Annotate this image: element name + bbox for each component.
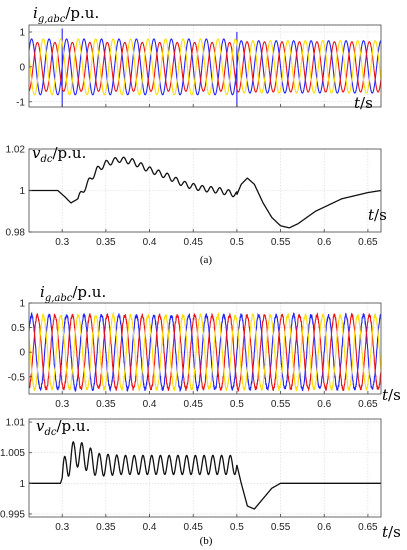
x-tick-label: 0.6 xyxy=(317,237,331,248)
y-axis-label: ig,abc/p.u. xyxy=(33,4,99,25)
x-label-main: t xyxy=(354,94,361,112)
y-tick-label: 1.01 xyxy=(6,418,26,429)
y-label-unit: /p.u. xyxy=(72,283,106,301)
y-label-subscript: dc xyxy=(40,154,52,165)
y-tick-label: -0.5 xyxy=(8,372,26,383)
x-label-unit: /s xyxy=(388,386,401,404)
y-tick-label: 1.005 xyxy=(0,448,25,459)
series-lines xyxy=(29,156,381,229)
y-tick-label: 1 xyxy=(19,186,25,197)
x-tick-label: 0.55 xyxy=(271,399,291,410)
panel-b-current-plot: -0.5 0 0.5 1 0.3 0.35 0.4 0.45 0.5 0.55 0.6 0.65 ig… xyxy=(8,283,401,410)
panel-a-current-plot: -1 0 1 ig,abc/p.u. t/s xyxy=(16,4,382,112)
y-tick-label: 1 xyxy=(19,27,25,38)
x-tick-label: 0.35 xyxy=(96,237,116,248)
grid xyxy=(29,148,381,233)
x-tick-label: 0.45 xyxy=(183,237,203,248)
series-lines xyxy=(29,28,381,107)
grid xyxy=(29,419,381,517)
panel-a-voltage-plot: 0.98 1 1.02 0.3 0.35 0.4 0.45 0.5 0.55 0.6 0.65 vd… xyxy=(6,144,387,248)
y-axis-label: ig,abc/p.u. xyxy=(40,283,106,304)
y-label-unit: /p.u. xyxy=(53,144,87,162)
x-tick-label: 0.6 xyxy=(317,399,331,410)
x-axis-label: t/s xyxy=(382,386,401,404)
y-tick-label: 0 xyxy=(19,62,25,73)
series-line xyxy=(29,441,381,510)
x-tick-label: 0.45 xyxy=(183,399,203,410)
panel-b-voltage-plot: 0.995 1 1.005 1.01 0.3 0.35 0.4 0.45 0.5 0.55 0.6 0… xyxy=(0,417,401,541)
series-line xyxy=(29,312,381,392)
y-tick-label: 1.02 xyxy=(6,145,26,156)
tick-labels: -0.5 0 0.5 1 0.3 0.35 0.4 0.45 0.5 0.55 0.6 0.65 xyxy=(8,299,378,411)
y-tick-label: 0.5 xyxy=(11,323,25,334)
y-label-main: i xyxy=(33,4,38,22)
x-tick-label: 0.3 xyxy=(55,237,69,248)
y-label-unit: /p.u. xyxy=(57,417,91,435)
x-tick-label: 0.5 xyxy=(230,522,244,533)
y-tick-label: 0.995 xyxy=(0,509,25,520)
x-tick-label: 0.35 xyxy=(96,399,116,410)
series-line xyxy=(29,311,381,393)
x-tick-label: 0.3 xyxy=(55,522,69,533)
tick-labels: 0.995 1 1.005 1.01 0.3 0.35 0.4 0.45 0.5 0.55 0.6 0… xyxy=(0,418,378,533)
y-tick-label: 1 xyxy=(19,299,25,310)
plot-frame xyxy=(28,302,382,395)
series-lines xyxy=(29,311,381,393)
y-label-main: i xyxy=(40,283,45,301)
x-tick-label: 0.35 xyxy=(96,522,116,533)
x-axis-label: t/s xyxy=(354,94,373,112)
y-label-subscript: g,abc xyxy=(38,14,66,25)
series-line xyxy=(29,41,381,93)
x-tick-label: 0.55 xyxy=(271,522,291,533)
x-label-unit: /s xyxy=(374,206,387,224)
tick-labels: -1 0 1 xyxy=(16,27,25,108)
x-tick-label: 0.4 xyxy=(143,237,157,248)
y-label-main: v xyxy=(32,144,41,162)
y-axis-label: vdc/p.u. xyxy=(32,144,86,165)
x-tick-label: 0.65 xyxy=(358,237,378,248)
axes xyxy=(28,24,382,108)
x-tick-label: 0.65 xyxy=(358,399,378,410)
x-label-main: t xyxy=(382,386,389,404)
axes xyxy=(28,302,382,395)
x-label-unit: /s xyxy=(388,523,401,541)
x-label-main: t xyxy=(368,206,375,224)
x-label-main: t xyxy=(382,523,389,541)
plot-frame xyxy=(28,418,382,518)
x-tick-label: 0.55 xyxy=(271,237,291,248)
y-tick-label: 0.98 xyxy=(6,228,26,239)
y-label-subscript: g,abc xyxy=(45,293,73,304)
y-label-main: v xyxy=(36,417,45,435)
x-axis-label: t/s xyxy=(382,523,401,541)
series-line xyxy=(29,156,381,229)
x-tick-label: 0.45 xyxy=(183,522,203,533)
caption-a: (a) xyxy=(200,254,213,266)
x-tick-label: 0.65 xyxy=(358,522,378,533)
caption-b: (b) xyxy=(200,535,213,547)
plot-frame xyxy=(28,24,382,108)
axes xyxy=(28,418,382,518)
tick-labels: 0.98 1 1.02 0.3 0.35 0.4 0.45 0.5 0.55 0.6 0.65 xyxy=(6,145,379,249)
series-lines xyxy=(29,441,381,510)
x-tick-label: 0.4 xyxy=(143,522,157,533)
axes xyxy=(28,148,382,233)
x-tick-label: 0.3 xyxy=(55,399,69,410)
x-tick-label: 0.5 xyxy=(230,399,244,410)
x-axis-label: t/s xyxy=(368,206,387,224)
series-line xyxy=(29,311,381,392)
x-label-unit: /s xyxy=(360,94,373,112)
x-tick-label: 0.6 xyxy=(317,522,331,533)
y-label-subscript: dc xyxy=(44,427,56,438)
y-tick-label: 1 xyxy=(19,479,25,490)
y-axis-label: vdc/p.u. xyxy=(36,417,90,438)
x-tick-label: 0.4 xyxy=(143,399,157,410)
x-tick-label: 0.5 xyxy=(230,237,244,248)
y-tick-label: -1 xyxy=(16,97,25,108)
y-tick-label: 0 xyxy=(19,348,25,359)
y-label-unit: /p.u. xyxy=(65,4,99,22)
series-line xyxy=(29,38,381,96)
